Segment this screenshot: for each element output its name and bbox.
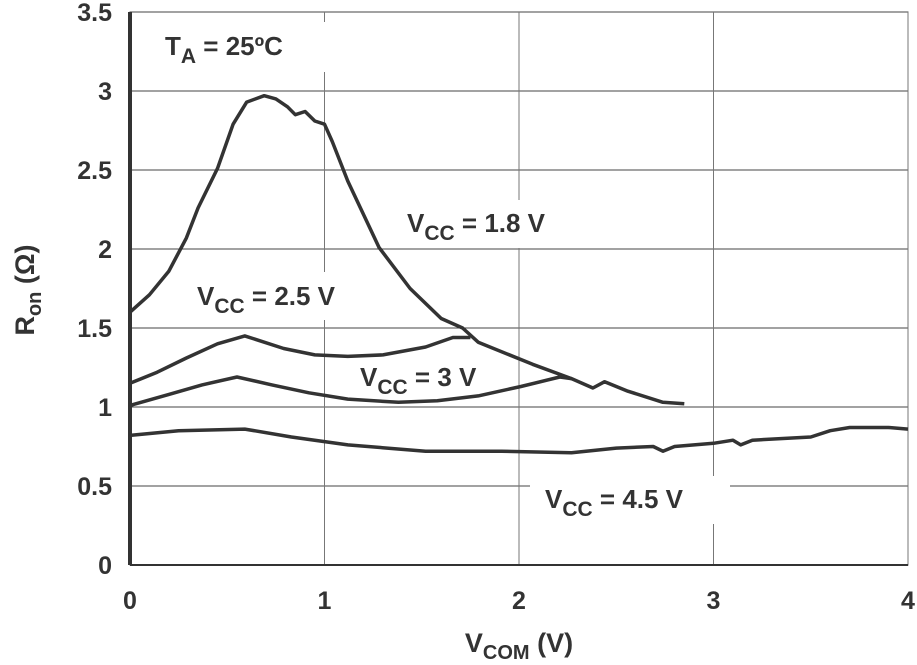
x-axis-label: VCOM (V) [465,628,573,664]
y-tick-label: 3.5 [77,0,112,27]
x-tick-label: 3 [707,587,721,615]
tick-labels: 0 0.5 1 1.5 2 2.5 3 3.5 0 1 2 3 4 [77,0,915,615]
y-tick-label: 0.5 [77,473,112,501]
temperature-annotation: TA = 25ºC [165,31,283,68]
series-label-vcc-4.5: VCC = 4.5 V [545,484,684,521]
series-line-3 [129,425,909,455]
series-line-1 [129,334,471,385]
y-tick-label: 1 [98,394,112,422]
label-background [395,200,595,248]
y-axis-label: Ron (Ω) [10,244,46,335]
series-label-vcc-2.5: VCC = 2.5 V [197,281,336,318]
y-tick-label: 0 [98,552,112,580]
label-background [185,272,375,320]
y-tick-label: 3 [98,78,112,106]
x-tick-label: 1 [318,587,332,615]
series-line-0 [128,93,685,406]
series-label-vcc-3: VCC = 3 V [360,362,477,399]
series-line-2 [129,375,572,408]
y-tick-label: 1.5 [77,315,112,343]
y-tick-label: 2 [98,236,112,264]
annotations: TA = 25ºC VCC = 1.8 V VCC = 2.5 V VCC = 3 V… [165,31,684,521]
series-lines [128,93,909,455]
x-tick-label: 2 [512,587,526,615]
y-tick-label: 2.5 [77,157,112,185]
grid [128,11,909,566]
x-tick-label: 4 [901,587,915,615]
label-background [145,22,335,72]
x-tick-label: 0 [123,587,137,615]
label-background [530,476,730,524]
series-label-vcc-1.8: VCC = 1.8 V [407,208,546,245]
